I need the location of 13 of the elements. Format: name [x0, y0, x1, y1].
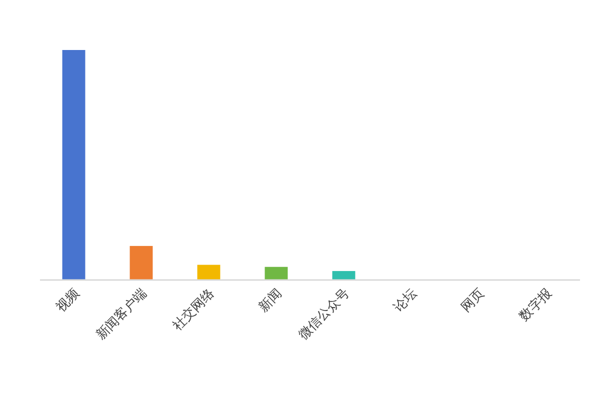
- x-tick-label: 数字报: [516, 286, 556, 324]
- bar: [130, 246, 153, 280]
- x-tick-label: 微信公众号: [296, 286, 353, 343]
- x-tick-label: 新闻客户端: [92, 286, 150, 343]
- bar: [264, 266, 288, 280]
- bar: [332, 271, 356, 280]
- x-tick-label: 论坛: [391, 286, 420, 316]
- x-tick-label: 社交网络: [169, 286, 218, 334]
- x-tick-label: 新闻: [256, 286, 286, 316]
- bar: [197, 264, 220, 280]
- bar: [62, 50, 86, 280]
- x-tick-label: 视频: [54, 286, 83, 316]
- x-tick-label: 网页: [458, 286, 488, 316]
